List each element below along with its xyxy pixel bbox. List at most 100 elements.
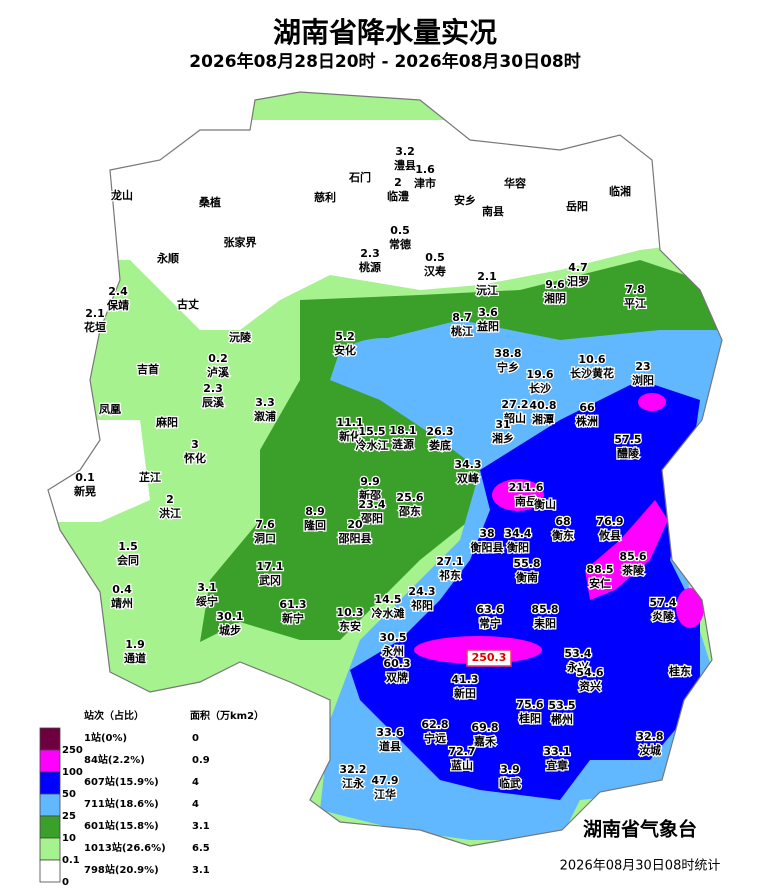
station-name: 沅江 [476,283,498,297]
station-name: 蓝山 [451,758,473,772]
legend-header: 站次（占比） [84,709,144,722]
legend-swatch [39,815,61,839]
station-name: 常德 [389,237,411,251]
station-value: 66 [579,401,595,414]
station-value: 11.1 [336,416,363,429]
station-name: 衡南 [516,570,538,584]
station-name: 宁乡 [497,360,519,374]
station-name: 麻阳 [155,415,178,429]
legend-stations: 1站(0%) [84,731,127,744]
legend-stations: 84站(2.2%) [84,753,145,766]
station-value: 211.6 [509,481,544,494]
station-value: 32.8 [636,730,663,743]
station-value: 27.2 [501,398,528,411]
station-name: 靖州 [111,596,133,610]
field-magenta [676,588,704,628]
station-value: 68 [555,515,570,528]
station-name: 南县 [482,204,504,218]
station-value: 54.6 [576,666,603,679]
station-name: 长沙黄花 [570,366,614,380]
station-value: 3.1 [197,581,217,594]
station-name: 嘉禾 [473,734,497,748]
legend-swatch [39,771,61,795]
station-value: 2 [166,493,174,506]
highlight-box [466,649,512,667]
station-value: 20 [347,518,363,531]
station-name: 洪江 [159,506,181,520]
station-name: 炎陵 [652,609,675,623]
station-value: 23.4 [358,498,385,511]
station-value: 38 [479,527,494,540]
legend-swatch [39,727,61,751]
legend-swatch [39,837,61,861]
legend-threshold: 0 [62,877,69,888]
station-name: 冷水江 [356,438,389,452]
legend-threshold: 25 [62,811,76,822]
station-name: 醴陵 [617,446,640,460]
station-value: 33.6 [376,726,403,739]
station-name: 桂阳 [518,711,541,725]
station-value: 1.5 [118,540,138,553]
station-value: 8.9 [305,505,325,518]
station-value: 53.4 [564,647,591,660]
station-name: 临澧 [387,189,409,203]
station-name: 隆回 [304,518,326,532]
field-white [48,120,720,522]
station-name: 安仁 [589,576,611,590]
station-value: 10.3 [336,606,363,619]
station-name: 桑植 [198,195,221,209]
station-name: 城步 [219,623,241,637]
station-value: 57.5 [614,433,641,446]
station-value: 2.1 [477,270,497,283]
station-name: 东安 [339,619,361,633]
station-name: 澧县 [394,158,416,172]
station-value: 2 [394,176,402,189]
station-name: 郴州 [551,712,573,726]
station-name: 双峰 [457,471,480,485]
station-value: 25.6 [396,491,423,504]
station-value: 4.7 [568,261,588,274]
station-name: 常宁 [479,616,501,630]
station-name: 邵东 [398,504,421,518]
station-name: 临湘 [609,184,631,198]
station-name: 通道 [124,651,146,665]
station-value: 40.8 [529,399,556,412]
station-value: 33.1 [543,745,570,758]
station-name: 安乡 [454,193,476,207]
station-value: 3.2 [395,145,415,158]
station-value: 62.8 [421,718,448,731]
station-name: 安化 [334,343,356,357]
legend-area: 3.1 [192,865,210,876]
station-name: 新晃 [74,484,96,498]
station-name: 芷江 [139,470,161,484]
station-name: 慈利 [314,190,336,204]
legend-area: 3.1 [192,821,210,832]
station-value: 250.3 [472,651,507,664]
station-value: 72.7 [448,745,475,758]
legend-stations: 798站(20.9%) [84,863,159,876]
legend-stations: 1013站(26.6%) [84,841,166,854]
station-name: 沅陵 [229,330,252,344]
station-name: 衡阳 [507,540,529,554]
map-title: 湖南省降水量实况 [273,16,497,49]
station-value: 9.6 [545,278,565,291]
station-name: 永州 [381,644,404,658]
province-outline [47,91,723,847]
station-value: 0.1 [75,471,95,484]
station-name: 桃江 [451,324,473,338]
station-value: 47.9 [371,774,398,787]
station-name: 攸县 [598,528,621,542]
station-name: 桃源 [359,260,381,274]
station-name: 宁远 [424,731,446,745]
station-name: 汝城 [639,743,661,757]
legend-area: 0.9 [192,755,210,766]
station-name: 江华 [374,787,396,801]
station-value: 7.8 [625,283,645,296]
station-value: 0.4 [112,583,132,596]
station-name: 古丈 [177,297,199,311]
station-name: 资兴 [579,679,601,693]
station-value: 27.1 [436,555,463,568]
station-name: 平江 [624,296,646,310]
